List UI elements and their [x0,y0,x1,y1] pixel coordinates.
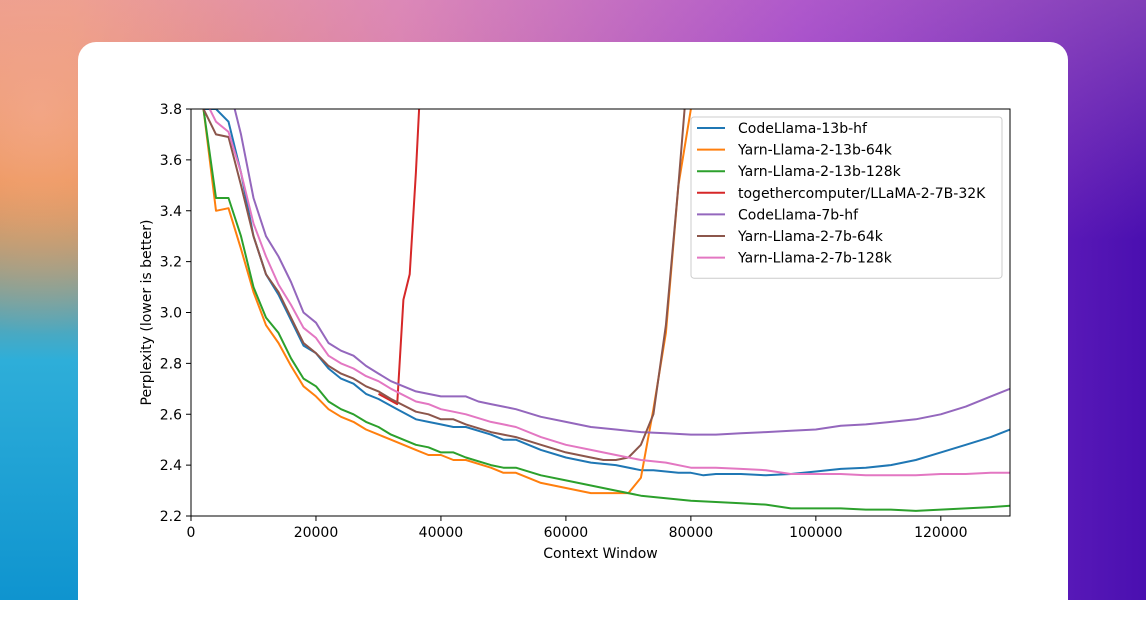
x-tick-label: 120000 [914,525,967,541]
x-axis-label: Context Window [543,546,658,562]
legend-label: Yarn-Llama-2-13b-64k [737,143,893,159]
x-tick-label: 60000 [544,525,589,541]
legend-label: Yarn-Llama-2-7b-64k [737,229,884,245]
series-line-5 [202,109,686,461]
axes: 0 20000 40000 60000 80000 100000 120000 2.2 2.4 2… [139,102,1011,562]
x-tick-label: 100000 [789,525,842,541]
y-tick-label: 3.0 [160,306,182,322]
plot-area [202,109,1010,512]
y-tick-label: 2.6 [160,407,182,423]
x-tick-label: 0 [187,525,196,541]
y-tick-label: 3.4 [160,204,182,220]
y-tick-label: 2.2 [160,509,182,525]
series-line-1 [202,109,692,495]
y-tick-label: 2.8 [160,356,182,372]
y-tick-label: 3.2 [160,255,182,271]
x-tick-label: 80000 [669,525,714,541]
legend-label: CodeLlama-13b-hf [738,121,868,137]
legend-box [690,116,1003,279]
legend: CodeLlama-13b-hf Yarn-Llama-2-13b-64k Yarn… [690,116,1003,279]
y-axis-label: Perplexity (lower is better) [139,220,155,406]
series-line-0 [203,109,1010,477]
legend-label: Yarn-Llama-2-7b-128k [737,251,893,267]
y-tick-label: 3.8 [160,102,182,118]
legend-label: togethercomputer/LLaMA-2-7B-32K [738,186,986,202]
x-tick-label: 20000 [294,525,339,541]
series-line-3 [378,109,421,406]
legend-label: CodeLlama-7b-hf [738,207,859,223]
x-tick-label: 40000 [419,525,464,541]
series-line-4 [233,109,1010,436]
line-chart: 0 20000 40000 60000 80000 100000 120000 2.2 2.4 2… [139,102,1011,562]
series-line-6 [208,109,1010,477]
legend-label: Yarn-Llama-2-13b-128k [737,164,902,180]
series-line-2 [202,109,1010,512]
y-tick-label: 2.4 [160,458,182,474]
y-tick-label: 3.6 [160,153,182,169]
